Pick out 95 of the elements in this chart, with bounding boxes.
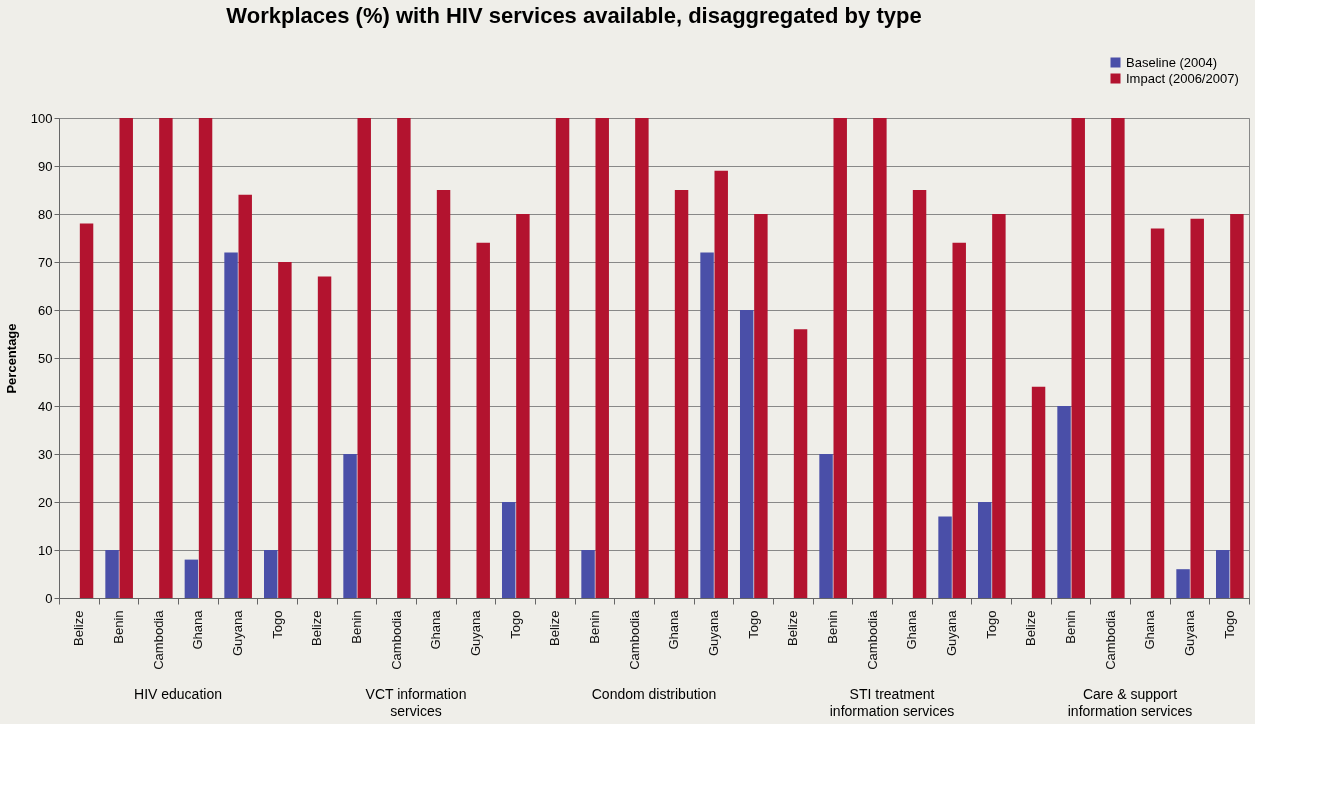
bar xyxy=(938,516,952,598)
bar xyxy=(555,118,570,598)
y-tick-label: 50 xyxy=(38,350,53,366)
x-tick-label: Cambodia xyxy=(864,609,880,670)
y-tick-label: 60 xyxy=(38,302,53,318)
legend-label: Baseline (2004) xyxy=(1126,54,1218,70)
bar xyxy=(1057,406,1071,598)
y-tick-label: 40 xyxy=(38,398,53,414)
bar xyxy=(476,242,490,598)
bar xyxy=(224,252,238,598)
text: STI treatment information services xyxy=(829,686,955,719)
bar xyxy=(436,190,451,598)
y-tick-label: 100 xyxy=(30,110,53,126)
text: Condom distribution xyxy=(591,686,717,702)
bar xyxy=(184,559,199,598)
bar xyxy=(912,190,927,598)
y-tick-label: 10 xyxy=(38,542,53,558)
x-tick-label: Togo xyxy=(507,610,523,639)
x-tick-label: Benin xyxy=(111,610,126,644)
bar xyxy=(793,329,808,598)
bar xyxy=(79,223,94,598)
bar xyxy=(516,214,530,598)
bar xyxy=(674,190,689,598)
bar xyxy=(1190,218,1204,598)
bar xyxy=(1150,228,1165,598)
x-tick-label: Guyana xyxy=(468,609,483,657)
x-tick-label: Benin xyxy=(587,610,602,644)
x-tick-label: Guyana xyxy=(706,609,721,657)
bar xyxy=(992,214,1006,598)
x-tick-label: Togo xyxy=(1221,610,1237,639)
bar xyxy=(739,310,754,598)
bar xyxy=(635,118,649,598)
y-tick-label: 30 xyxy=(38,446,53,462)
x-tick-label: Guyana xyxy=(944,609,959,657)
bar xyxy=(873,118,887,598)
x-tick-label: Guyana xyxy=(1182,609,1197,657)
bar xyxy=(238,194,252,598)
x-tick-label: Benin xyxy=(825,610,840,644)
text: Care & support information services xyxy=(1067,686,1193,719)
bar xyxy=(159,118,173,598)
y-axis-title: Percentage xyxy=(3,323,19,394)
x-tick-label: Benin xyxy=(349,610,364,644)
bar xyxy=(1071,118,1085,598)
y-tick-label: 80 xyxy=(38,206,53,222)
x-tick-label: Belize xyxy=(785,610,801,646)
bar xyxy=(501,502,516,598)
bar xyxy=(714,170,728,598)
bar xyxy=(263,550,278,598)
y-tick-label: 0 xyxy=(45,590,53,606)
x-tick-label: Cambodia xyxy=(388,609,404,670)
bar xyxy=(343,454,357,598)
x-tick-label: Belize xyxy=(547,610,563,646)
x-tick-label: Belize xyxy=(71,610,87,646)
bar xyxy=(119,118,133,598)
chart-title: Workplaces (%) with HIV services available, disaggregated by type xyxy=(226,3,922,28)
y-tick-label: 70 xyxy=(38,254,53,270)
x-tick-label: Togo xyxy=(983,610,999,639)
x-tick-label: Ghana xyxy=(428,609,444,650)
bar xyxy=(595,118,609,598)
y-tick-label: 20 xyxy=(38,494,53,510)
bar xyxy=(754,214,768,598)
legend-label: Impact (2006/2007) xyxy=(1126,70,1239,86)
x-tick-label: Ghana xyxy=(666,609,682,650)
text: VCT information services xyxy=(365,686,467,719)
x-tick-label: Cambodia xyxy=(1102,609,1118,670)
x-tick-label: Cambodia xyxy=(150,609,166,670)
bar xyxy=(1031,386,1046,598)
x-tick-label: Guyana xyxy=(230,609,245,657)
x-tick-label: Ghana xyxy=(904,609,920,650)
y-tick-label: 90 xyxy=(38,158,53,174)
x-tick-label: Togo xyxy=(745,610,761,639)
x-tick-label: Ghana xyxy=(1142,609,1158,650)
bar xyxy=(357,118,371,598)
x-tick-label: Cambodia xyxy=(626,609,642,670)
bar xyxy=(397,118,411,598)
bar xyxy=(1176,569,1190,598)
bar xyxy=(819,454,833,598)
x-tick-label: Belize xyxy=(309,610,325,646)
bar xyxy=(198,118,213,598)
bar xyxy=(278,262,292,598)
bar xyxy=(1230,214,1244,598)
bar xyxy=(1215,550,1230,598)
bar xyxy=(317,276,332,598)
bar xyxy=(977,502,992,598)
x-tick-label: Ghana xyxy=(190,609,206,650)
text: HIV education xyxy=(134,686,222,702)
bar xyxy=(833,118,847,598)
bar xyxy=(581,550,595,598)
bar xyxy=(700,252,714,598)
x-tick-label: Benin xyxy=(1063,610,1078,644)
bar xyxy=(105,550,119,598)
bar xyxy=(1111,118,1125,598)
bar xyxy=(952,242,966,598)
x-tick-label: Belize xyxy=(1023,610,1039,646)
x-tick-label: Togo xyxy=(269,610,285,639)
